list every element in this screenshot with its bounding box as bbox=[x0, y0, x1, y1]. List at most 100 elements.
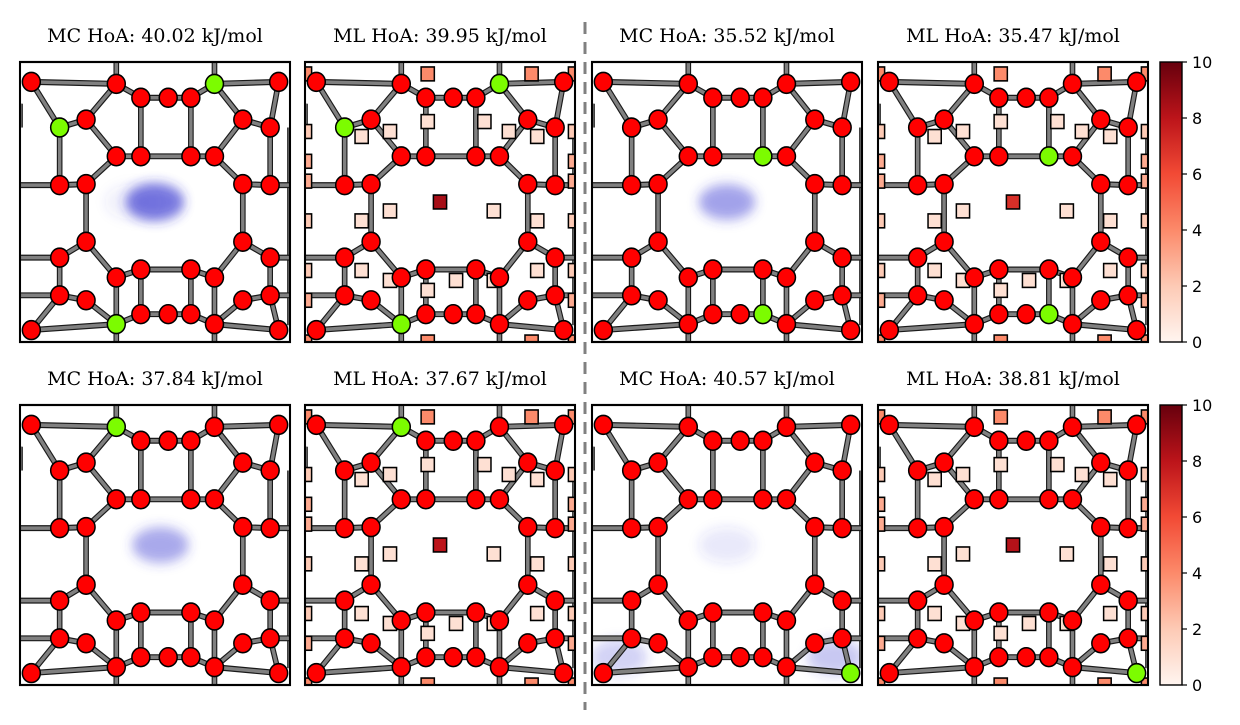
framework-atom-red bbox=[1016, 646, 1036, 668]
framework-atom-red bbox=[805, 516, 825, 538]
framework-atom-red bbox=[648, 633, 668, 654]
ml-center-site-square bbox=[432, 537, 448, 553]
ml-site-square bbox=[305, 153, 313, 170]
framework-atom-red bbox=[518, 231, 538, 252]
framework-atom-red bbox=[989, 602, 1009, 623]
framework-atom-red bbox=[703, 259, 723, 280]
ml-site-square bbox=[567, 605, 576, 622]
ml-site-square bbox=[1097, 66, 1112, 82]
framework-atom-red bbox=[131, 303, 151, 325]
panel-frame bbox=[876, 403, 1150, 687]
framework-atom-red bbox=[776, 610, 797, 631]
framework-atom-red bbox=[131, 646, 151, 668]
ml-site-square bbox=[354, 213, 370, 229]
framework-atom-red bbox=[131, 146, 151, 167]
framework-atom-red bbox=[805, 173, 825, 195]
framework-atom-red bbox=[934, 173, 954, 195]
ml-prediction-panel bbox=[876, 60, 1150, 344]
framework-atom-red bbox=[489, 146, 510, 167]
ml-site-square bbox=[354, 605, 370, 622]
framework-atom-red bbox=[361, 173, 381, 195]
framework-atom-red bbox=[1118, 117, 1138, 138]
framework-atom-red bbox=[416, 303, 436, 325]
colorbar-tick-label: 6 bbox=[1192, 165, 1202, 184]
colorbar-tick-label: 8 bbox=[1192, 452, 1202, 471]
framework-atom-red bbox=[1062, 656, 1083, 678]
framework-atom-red bbox=[391, 267, 412, 288]
framework-atom-red bbox=[678, 416, 699, 438]
framework-atom-red bbox=[648, 516, 668, 538]
ml-site-square bbox=[420, 677, 436, 685]
ml-site-square bbox=[1140, 516, 1149, 532]
ml-site-square bbox=[955, 123, 971, 140]
framework-atom-red bbox=[776, 73, 797, 95]
ml-prediction-panel bbox=[876, 403, 1150, 687]
ml-site-square bbox=[354, 128, 370, 145]
colorbar bbox=[1159, 61, 1183, 343]
framework-atom-red bbox=[466, 259, 486, 280]
ml-site-square bbox=[927, 605, 943, 622]
framework-atom-red bbox=[391, 610, 412, 631]
panel-title: MC HoA: 40.57 kJ/mol bbox=[619, 368, 835, 390]
framework-bond bbox=[786, 322, 851, 332]
framework-atom-red bbox=[131, 489, 151, 510]
framework-atom-red bbox=[416, 430, 436, 451]
framework-atom-red bbox=[753, 430, 773, 451]
ml-site-square bbox=[305, 556, 313, 572]
ml-site-square bbox=[524, 334, 539, 342]
framework-atom-red bbox=[1062, 313, 1083, 335]
framework-atom-red bbox=[703, 430, 723, 451]
framework-atom-red bbox=[621, 628, 642, 649]
framework-bond bbox=[31, 423, 117, 429]
colorbar bbox=[1159, 404, 1183, 686]
framework-atom-red bbox=[49, 460, 70, 481]
ml-site-square bbox=[524, 409, 539, 425]
framework-atom-red bbox=[106, 146, 127, 167]
ml-site-square bbox=[305, 677, 313, 685]
framework-atom-red bbox=[1062, 489, 1083, 510]
panel-frame bbox=[18, 60, 292, 344]
framework-atom-red bbox=[1118, 460, 1138, 481]
framework-atom-red bbox=[934, 231, 954, 252]
framework-atom-red bbox=[593, 71, 614, 93]
framework-atom-red bbox=[648, 452, 668, 473]
framework-atom-red bbox=[489, 489, 510, 510]
ml-site-square bbox=[305, 173, 313, 189]
ml-prediction-panel bbox=[303, 60, 577, 344]
framework-atom-red bbox=[391, 489, 412, 510]
framework-bond bbox=[1072, 665, 1137, 675]
ml-site-square bbox=[567, 635, 576, 652]
panel-frame bbox=[590, 60, 864, 344]
framework-atom-red bbox=[678, 267, 699, 288]
framework-atom-red bbox=[260, 517, 280, 539]
ml-prediction-panel bbox=[303, 403, 577, 687]
colorbar-tick-label: 6 bbox=[1192, 508, 1202, 527]
framework-atom-red bbox=[391, 656, 412, 678]
ml-site-square bbox=[1102, 556, 1118, 572]
framework-atom-red bbox=[268, 662, 289, 684]
ml-site-square bbox=[1059, 203, 1075, 219]
colorbar-tick-label: 8 bbox=[1192, 109, 1202, 128]
framework-atom-red bbox=[907, 285, 928, 306]
framework-atom-red bbox=[391, 73, 412, 95]
framework-atom-red bbox=[832, 517, 852, 539]
framework-atom-red bbox=[934, 574, 954, 595]
silicon-atom-green bbox=[334, 117, 355, 138]
framework-atom-red bbox=[678, 656, 699, 678]
colorbar-tick-label: 4 bbox=[1192, 564, 1202, 583]
framework-atom-red bbox=[753, 489, 773, 510]
framework-atom-red bbox=[1091, 516, 1111, 538]
framework-atom-red bbox=[934, 109, 954, 130]
framework-atom-red bbox=[466, 602, 486, 623]
framework-atom-red bbox=[776, 267, 797, 288]
framework-atom-red bbox=[306, 662, 327, 684]
framework-atom-red bbox=[805, 633, 825, 654]
framework-atom-red bbox=[334, 590, 355, 611]
framework-atom-red bbox=[621, 517, 642, 539]
framework-atom-red bbox=[49, 285, 70, 306]
framework-atom-red bbox=[989, 259, 1009, 280]
ml-site-square bbox=[1021, 272, 1037, 289]
silicon-atom-green bbox=[106, 416, 127, 438]
framework-atom-red bbox=[306, 319, 327, 341]
framework-bond bbox=[214, 322, 279, 332]
